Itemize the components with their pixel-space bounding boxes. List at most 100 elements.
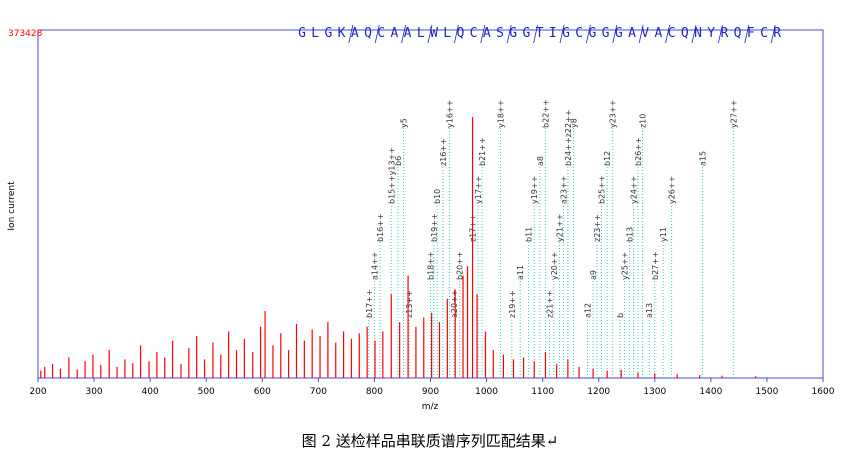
x-tick-label: 700 — [310, 387, 327, 397]
annotation-label: y27++ — [729, 100, 738, 128]
x-tick-label: 200 — [29, 387, 46, 397]
x-tick-label: 900 — [422, 387, 439, 397]
sequence-residue: A — [628, 26, 636, 41]
x-tick-label: 400 — [142, 387, 159, 397]
fragment-mark — [665, 24, 670, 44]
annotation-label: z23++ — [593, 214, 602, 242]
plot-frame — [37, 29, 824, 379]
fragment-mark — [348, 24, 354, 44]
y-max-label: 373428 — [8, 29, 43, 39]
sequence-residue: Q — [681, 26, 689, 41]
annotation-label: a9 — [589, 270, 598, 280]
sequence-residue: Y — [707, 26, 715, 41]
annotation-label: b25++ — [598, 175, 607, 204]
annotation-label: b12 — [603, 151, 612, 166]
fragment-mark — [454, 24, 459, 44]
sequence-residue: A — [654, 26, 662, 41]
fragment-mark — [480, 24, 486, 44]
annotation-label: b13 — [626, 227, 635, 242]
x-tick-label: 1400 — [699, 387, 722, 397]
annotation-label: y23++ — [609, 100, 618, 128]
fragment-mark — [718, 24, 723, 44]
annotation-label: b26++ — [634, 137, 643, 166]
fragment-mark — [506, 24, 512, 44]
annotation-label: y8 — [569, 118, 578, 128]
annotation-label: z10 — [638, 114, 647, 128]
sequence-residue: A — [404, 26, 412, 41]
sequence-residue: Q — [734, 26, 742, 41]
annotation-label: b18++ — [427, 251, 436, 280]
annotation-label: b24++z22++ — [564, 110, 573, 166]
annotation-label: y11 — [659, 227, 668, 242]
annotation-label: y18++ — [497, 100, 506, 128]
sequence-residue: C — [377, 26, 385, 41]
sequence-residue: N — [694, 26, 702, 41]
annotation-label: b21++ — [478, 137, 487, 166]
annotation-label: z13++ — [405, 290, 414, 318]
annotation-label: y24++ — [629, 176, 638, 204]
x-tick-label: 500 — [198, 387, 215, 397]
annotation-label: a15 — [698, 151, 707, 166]
annotation-label: a14++ — [370, 252, 379, 281]
fragment-mark — [559, 24, 565, 44]
annotation-label: a13 — [645, 303, 654, 318]
sequence-residue: G — [509, 26, 517, 41]
y-axis-label: Ion current — [7, 181, 17, 231]
x-tick-label: 1500 — [755, 387, 778, 397]
sequence-residue: I — [549, 26, 557, 41]
fragment-mark — [586, 24, 591, 44]
sequence-residue: G — [562, 26, 570, 41]
fragment-mark — [427, 24, 433, 44]
sequence-residue: V — [641, 26, 649, 41]
sequence-residue: L — [443, 26, 451, 41]
x-tick-label: 600 — [254, 387, 271, 397]
sequence-residue: A — [390, 26, 398, 41]
annotation-label: b15++y13++ — [387, 147, 396, 204]
annotation-label: y26++ — [668, 176, 677, 204]
fragment-mark — [638, 24, 644, 44]
annotation-label: y25++ — [621, 252, 630, 280]
sequence-residue: A — [351, 26, 359, 41]
sequence-residue: A — [483, 26, 491, 41]
annotation-label: z16++ — [439, 138, 448, 166]
annotation-label: z19++ — [508, 290, 517, 318]
fragment-mark — [401, 24, 406, 44]
annotation-label: a20++ — [450, 290, 459, 319]
sequence-residue: C — [760, 26, 768, 41]
sequence-residue: R — [773, 26, 781, 41]
annotation-label: a11 — [516, 265, 525, 280]
annotation-label: b17++ — [365, 289, 374, 318]
fragment-mark — [533, 24, 538, 44]
annotation-label: b19++ — [430, 213, 439, 242]
sequence-residue: T — [536, 26, 544, 41]
annotation-label: y5 — [400, 118, 409, 128]
annotation-label: y19++ — [530, 176, 539, 204]
sequence-residue: G — [324, 26, 332, 41]
fragment-mark — [374, 24, 380, 44]
sequence-residue: F — [747, 26, 755, 41]
x-tick-label: 1600 — [812, 387, 835, 397]
annotation-label: b — [616, 313, 625, 318]
annotation-label: b6 — [394, 156, 403, 166]
sequence-residue: C — [668, 26, 676, 41]
annotation-label: a23++ — [559, 176, 568, 205]
sequence-residue: Q — [456, 26, 464, 41]
annotation-label: y21++ — [555, 214, 564, 242]
fragment-mark — [744, 24, 750, 44]
annotation-label: b27++ — [651, 251, 660, 280]
sequence-residue: R — [720, 26, 728, 41]
sequence-residue: W — [430, 26, 438, 41]
caption: 图 2 送检样品串联质谱序列匹配结果↵ — [302, 432, 559, 450]
annotation-label: y20++ — [550, 252, 559, 280]
annotation-label: y16++ — [446, 100, 455, 128]
annotation-label: a8 — [536, 156, 545, 166]
annotation-label: z21++ — [545, 290, 554, 318]
sequence-residue: L — [417, 26, 425, 41]
x-tick-label: 1100 — [531, 387, 554, 397]
annotation-label: y17++ — [474, 176, 483, 204]
annotation-label: b16++ — [376, 213, 385, 242]
annotation-label: b10 — [433, 189, 442, 204]
annotation-label: b20++ — [456, 251, 465, 280]
